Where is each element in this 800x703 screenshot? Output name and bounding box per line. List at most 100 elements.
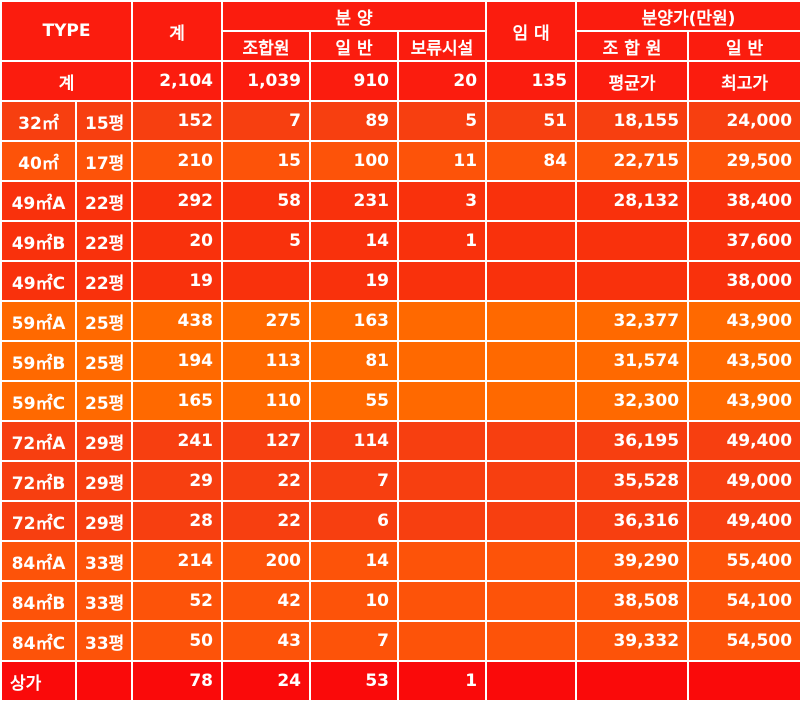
union-cell: 43 [221,620,312,662]
pyeong-cell: 29평 [74,420,134,462]
reserved-cell: 11 [397,140,488,182]
price-general-cell: 55,400 [687,540,800,582]
price-general-cell: 43,900 [687,300,800,342]
price-union-cell: 32,377 [575,300,690,342]
type-cell: 32㎡ [0,100,77,142]
union-cell: 42 [221,580,312,622]
rent-cell [485,500,578,542]
summary-row: 계 2,104 1,039 910 20 135 평균가 최고가 [0,60,800,102]
pyeong-cell: 29평 [74,500,134,542]
rent-cell [485,220,578,262]
total-cell: 78 [131,660,224,702]
reserved-cell [397,460,488,502]
price-general-cell: 54,100 [687,580,800,622]
pyeong-cell: 29평 [74,460,134,502]
union-cell: 7 [221,100,312,142]
reserved-cell [397,420,488,462]
general-cell: 163 [309,300,400,342]
union-cell: 113 [221,340,312,382]
rent-cell [485,340,578,382]
union-cell: 5 [221,220,312,262]
general-cell: 14 [309,540,400,582]
rent-cell [485,300,578,342]
general-cell: 81 [309,340,400,382]
table-row: 72㎡C 29평 28 22 6 36,316 49,400 [0,500,800,542]
general-cell: 14 [309,220,400,262]
price-union-cell [575,260,690,302]
rent-cell [485,580,578,622]
total-cell: 292 [131,180,224,222]
price-general-cell: 49,400 [687,500,800,542]
price-general-cell [687,660,800,702]
header-sale-reserved: 보류시설 [397,30,488,62]
rent-cell: 51 [485,100,578,142]
price-general-cell: 43,900 [687,380,800,422]
price-union-cell: 36,316 [575,500,690,542]
reserved-cell: 3 [397,180,488,222]
summary-general: 910 [309,60,400,102]
type-cell: 59㎡B [0,340,77,382]
total-cell: 210 [131,140,224,182]
type-cell: 40㎡ [0,140,77,182]
general-cell: 7 [309,620,400,662]
price-general-cell: 38,400 [687,180,800,222]
price-union-cell: 35,528 [575,460,690,502]
type-cell: 72㎡C [0,500,77,542]
table-row: 32㎡ 15평 152 7 89 5 51 18,155 24,000 [0,100,800,142]
total-cell: 20 [131,220,224,262]
price-union-cell [575,220,690,262]
rent-cell [485,260,578,302]
general-cell: 55 [309,380,400,422]
summary-total: 2,104 [131,60,224,102]
reserved-cell [397,260,488,302]
price-union-cell: 39,290 [575,540,690,582]
price-union-cell: 36,195 [575,420,690,462]
price-union-cell: 38,508 [575,580,690,622]
price-general-cell: 54,500 [687,620,800,662]
price-general-cell: 49,400 [687,420,800,462]
price-union-cell [575,660,690,702]
header-type: TYPE [0,0,134,62]
total-cell: 438 [131,300,224,342]
price-general-cell: 29,500 [687,140,800,182]
total-cell: 165 [131,380,224,422]
general-cell: 114 [309,420,400,462]
type-cell: 49㎡A [0,180,77,222]
rent-cell [485,460,578,502]
reserved-cell: 1 [397,220,488,262]
header-sale-general: 일 반 [309,30,400,62]
summary-price-union: 평균가 [575,60,690,102]
reserved-cell: 5 [397,100,488,142]
total-cell: 50 [131,620,224,662]
union-cell: 22 [221,500,312,542]
general-cell: 19 [309,260,400,302]
union-cell: 275 [221,300,312,342]
union-cell: 22 [221,460,312,502]
table-row: 84㎡B 33평 52 42 10 38,508 54,100 [0,580,800,622]
table-row: 84㎡A 33평 214 200 14 39,290 55,400 [0,540,800,582]
price-general-cell: 49,000 [687,460,800,502]
table-row: 59㎡B 25평 194 113 81 31,574 43,500 [0,340,800,382]
union-cell: 110 [221,380,312,422]
table-row: 72㎡A 29평 241 127 114 36,195 49,400 [0,420,800,462]
rent-cell [485,620,578,662]
type-cell: 84㎡C [0,620,77,662]
pyeong-cell: 22평 [74,180,134,222]
type-cell: 59㎡A [0,300,77,342]
table-row: 49㎡C 22평 19 19 38,000 [0,260,800,302]
total-cell: 214 [131,540,224,582]
general-cell: 7 [309,460,400,502]
type-cell: 49㎡B [0,220,77,262]
pyeong-cell: 25평 [74,300,134,342]
header-price-union: 조 합 원 [575,30,690,62]
table-row: 84㎡C 33평 50 43 7 39,332 54,500 [0,620,800,662]
reserved-cell [397,340,488,382]
pyeong-cell: 25평 [74,380,134,422]
pyeong-cell: 33평 [74,620,134,662]
rent-cell [485,660,578,702]
union-cell [221,260,312,302]
price-union-cell: 39,332 [575,620,690,662]
rent-cell [485,420,578,462]
pyeong-cell: 17평 [74,140,134,182]
reserved-cell [397,620,488,662]
